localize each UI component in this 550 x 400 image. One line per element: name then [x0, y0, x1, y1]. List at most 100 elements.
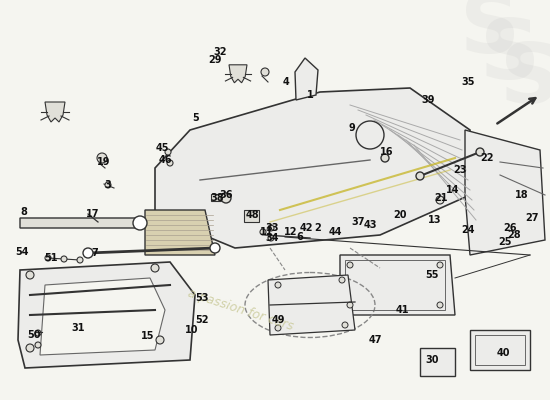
Text: 1: 1 — [307, 90, 314, 100]
Circle shape — [133, 216, 147, 230]
Text: 20: 20 — [393, 210, 407, 220]
Text: 21: 21 — [434, 193, 448, 203]
Text: 48: 48 — [245, 210, 259, 220]
Circle shape — [347, 262, 353, 268]
Text: 3: 3 — [104, 180, 111, 190]
Bar — [475, 335, 525, 365]
Bar — [345, 260, 445, 310]
Bar — [244, 210, 259, 222]
Circle shape — [436, 196, 444, 204]
Circle shape — [61, 256, 67, 262]
Text: 26: 26 — [503, 223, 517, 233]
Circle shape — [35, 342, 41, 348]
Text: 52: 52 — [195, 315, 209, 325]
Polygon shape — [18, 262, 195, 368]
Text: S: S — [460, 0, 520, 70]
Text: 13: 13 — [428, 215, 442, 225]
Circle shape — [268, 235, 274, 241]
Text: 14: 14 — [446, 185, 460, 195]
Circle shape — [342, 322, 348, 328]
Text: 35: 35 — [461, 77, 475, 87]
Circle shape — [275, 325, 281, 331]
Circle shape — [416, 172, 424, 180]
Text: 5: 5 — [192, 113, 199, 123]
Text: 6: 6 — [296, 232, 304, 242]
Text: 54: 54 — [15, 247, 29, 257]
Circle shape — [26, 344, 34, 352]
Text: 40: 40 — [496, 348, 510, 358]
Text: 15: 15 — [141, 331, 155, 341]
Polygon shape — [45, 102, 65, 122]
Polygon shape — [145, 210, 215, 255]
Circle shape — [105, 182, 111, 188]
Text: 47: 47 — [368, 335, 382, 345]
Polygon shape — [20, 218, 180, 228]
Text: 45: 45 — [155, 143, 169, 153]
Circle shape — [167, 160, 173, 166]
Text: 11: 11 — [260, 227, 274, 237]
Text: 27: 27 — [525, 213, 539, 223]
Circle shape — [35, 330, 41, 336]
Text: 18: 18 — [515, 190, 529, 200]
Polygon shape — [40, 278, 165, 355]
Text: 31: 31 — [72, 323, 85, 333]
Polygon shape — [295, 58, 318, 100]
Text: 30: 30 — [425, 355, 439, 365]
Circle shape — [437, 302, 443, 308]
Circle shape — [45, 255, 51, 261]
Polygon shape — [229, 65, 247, 83]
Circle shape — [151, 264, 159, 272]
Circle shape — [156, 336, 164, 344]
Circle shape — [221, 193, 231, 203]
Circle shape — [275, 282, 281, 288]
Circle shape — [347, 302, 353, 308]
Text: 10: 10 — [185, 325, 199, 335]
Circle shape — [210, 243, 220, 253]
Circle shape — [476, 148, 484, 156]
Circle shape — [268, 225, 274, 231]
Text: 50: 50 — [28, 330, 41, 340]
Text: 23: 23 — [453, 165, 467, 175]
Text: S: S — [480, 14, 540, 96]
Text: 29: 29 — [208, 55, 222, 65]
Text: 38: 38 — [210, 193, 224, 203]
Circle shape — [381, 154, 389, 162]
Text: 8: 8 — [20, 207, 28, 217]
Text: 49: 49 — [271, 315, 285, 325]
Circle shape — [26, 271, 34, 279]
Circle shape — [165, 149, 171, 155]
Text: 51: 51 — [44, 253, 58, 263]
Text: a passion for cars: a passion for cars — [185, 287, 294, 333]
Text: 55: 55 — [425, 270, 439, 280]
Text: 43: 43 — [363, 220, 377, 230]
Circle shape — [437, 262, 443, 268]
Text: 17: 17 — [86, 209, 100, 219]
Polygon shape — [155, 88, 470, 248]
Text: 39: 39 — [421, 95, 434, 105]
Text: 24: 24 — [461, 225, 475, 235]
Text: 25: 25 — [498, 237, 512, 247]
Text: 42: 42 — [299, 223, 313, 233]
Text: 19: 19 — [97, 157, 111, 167]
Text: 7: 7 — [92, 248, 98, 258]
Text: 32: 32 — [213, 47, 227, 57]
Text: 4: 4 — [283, 77, 289, 87]
Text: 16: 16 — [380, 147, 394, 157]
Text: 53: 53 — [195, 293, 209, 303]
Text: S: S — [500, 40, 550, 120]
Polygon shape — [465, 130, 545, 255]
Circle shape — [261, 68, 269, 76]
Circle shape — [83, 248, 93, 258]
Circle shape — [77, 257, 83, 263]
Text: 33: 33 — [265, 223, 279, 233]
Text: 12: 12 — [284, 227, 298, 237]
Bar — [211, 194, 221, 201]
Text: 34: 34 — [265, 233, 279, 243]
Text: 2: 2 — [315, 223, 321, 233]
Text: 28: 28 — [507, 230, 521, 240]
Text: 37: 37 — [351, 217, 365, 227]
Bar — [420, 348, 455, 376]
Circle shape — [339, 277, 345, 283]
Circle shape — [97, 153, 107, 163]
Text: 41: 41 — [395, 305, 409, 315]
